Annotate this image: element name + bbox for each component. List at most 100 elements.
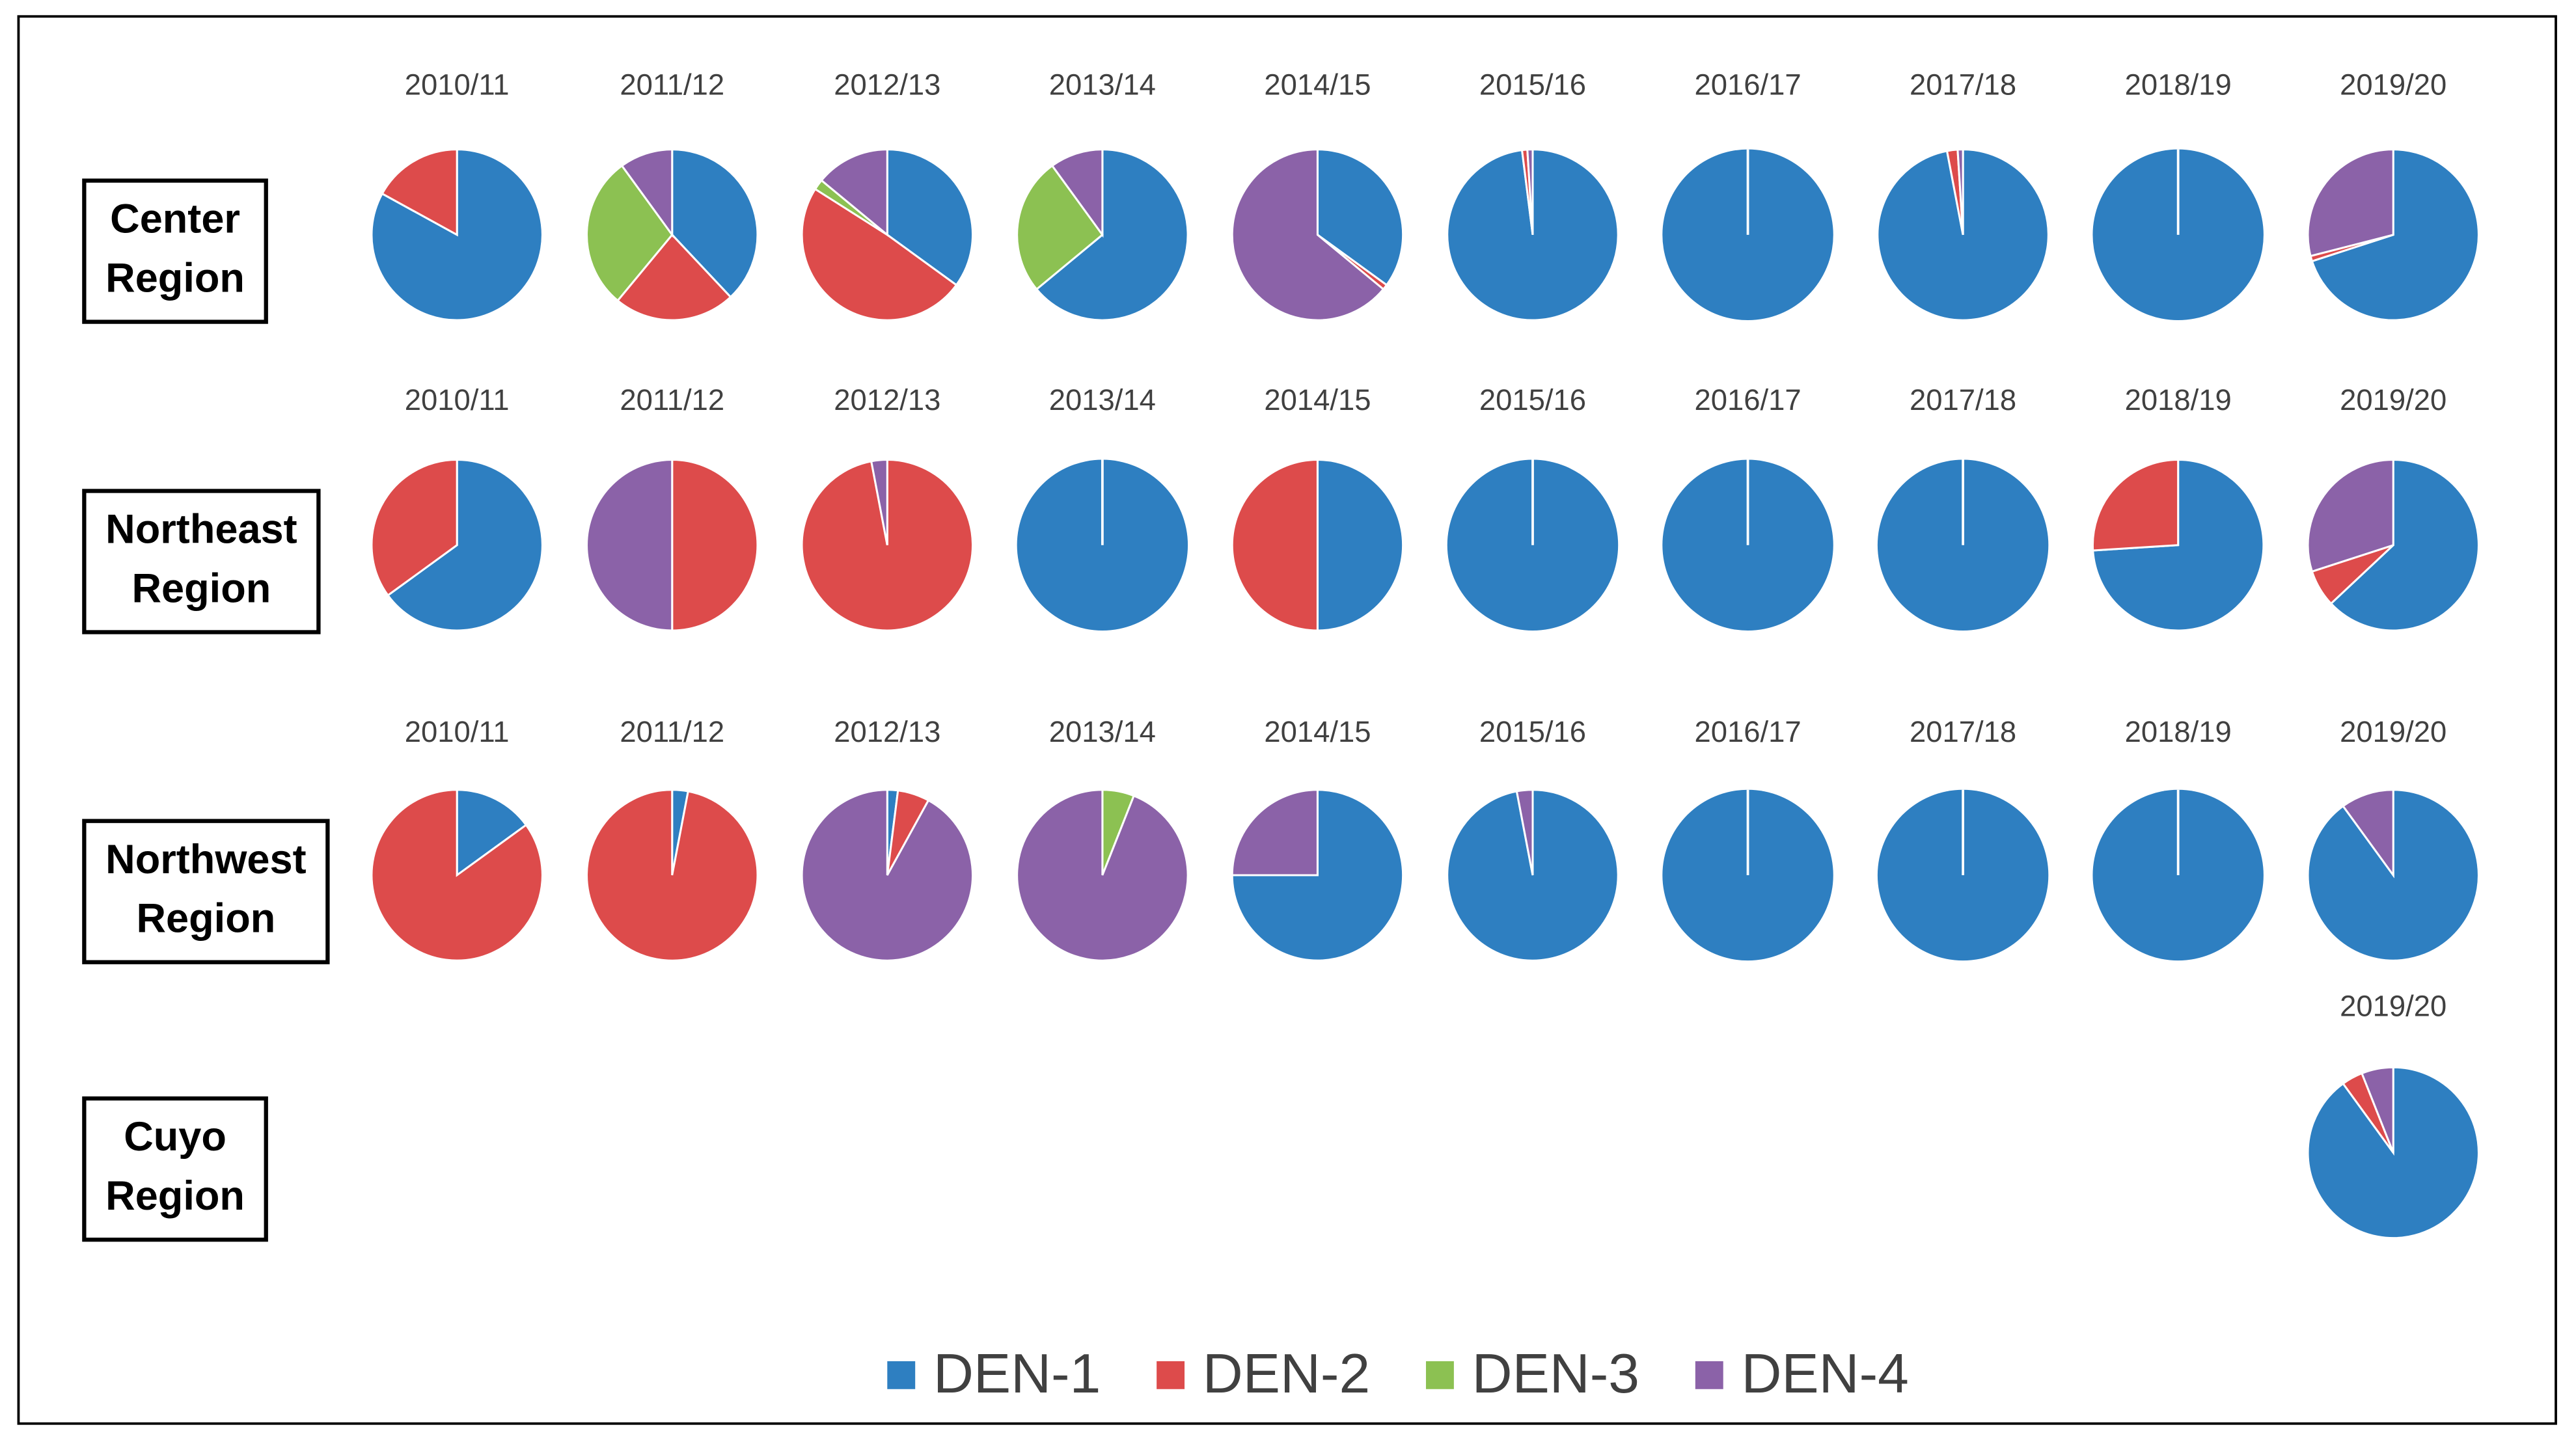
region-name: Center Region bbox=[105, 196, 245, 301]
pie-label: 2013/14 bbox=[1049, 68, 1156, 102]
legend-swatch bbox=[1695, 1361, 1723, 1389]
region-box bbox=[82, 178, 268, 324]
region-name-line: Cuyo bbox=[124, 1114, 226, 1160]
pie-label: 2013/14 bbox=[1049, 715, 1156, 748]
pie-slice bbox=[2307, 148, 2394, 258]
pie-label: 2010/11 bbox=[405, 383, 510, 416]
pie-slice bbox=[456, 789, 528, 877]
pie-slice bbox=[1016, 164, 1104, 291]
pie-label: 2019/20 bbox=[2340, 383, 2446, 416]
pie-label: 2014/15 bbox=[1264, 715, 1371, 748]
legend-swatch bbox=[1425, 1361, 1454, 1389]
region-box bbox=[82, 489, 321, 634]
pie-slice bbox=[1050, 148, 1104, 238]
pie-label: 2010/11 bbox=[405, 68, 510, 102]
pie-label: 2019/20 bbox=[2340, 715, 2446, 748]
pie-label: 2014/15 bbox=[1264, 68, 1371, 102]
pie-label: 2018/19 bbox=[2125, 715, 2232, 748]
pie-label: 2016/17 bbox=[1694, 715, 1801, 748]
pie-label: 2011/12 bbox=[620, 383, 724, 416]
region-name-line: Region bbox=[131, 565, 271, 611]
pie-slice bbox=[1316, 459, 1404, 632]
region-name-line: Region bbox=[136, 895, 275, 941]
region-box bbox=[82, 819, 330, 964]
legend-label: DEN-2 bbox=[1203, 1342, 1370, 1405]
pie-slice bbox=[1231, 459, 1319, 632]
pie-label: 2019/20 bbox=[2340, 68, 2446, 102]
pie-label: 2017/18 bbox=[1910, 715, 2016, 748]
pie-slice bbox=[1231, 148, 1385, 321]
pie-label: 2015/16 bbox=[1479, 715, 1586, 748]
pie-label: 2015/16 bbox=[1479, 68, 1586, 102]
pie-slice bbox=[2342, 789, 2394, 878]
region-label: Northeast Region bbox=[82, 489, 321, 634]
pie-slice bbox=[671, 459, 759, 632]
pie-slice bbox=[2360, 1066, 2394, 1153]
region-name-line: Northwest bbox=[105, 836, 306, 882]
legend-label: DEN-1 bbox=[933, 1342, 1101, 1405]
region-name-line: Northeast bbox=[105, 506, 297, 552]
pie-slice bbox=[616, 233, 732, 321]
pie-slice bbox=[820, 148, 888, 238]
pie-slice bbox=[381, 148, 458, 237]
region-name: Northwest Region bbox=[105, 836, 306, 941]
region-box bbox=[82, 1096, 268, 1242]
pie-label: 2011/12 bbox=[620, 715, 724, 748]
pie-slice bbox=[671, 148, 759, 299]
pie-slice bbox=[1035, 148, 1189, 321]
pie-slice bbox=[2310, 148, 2480, 321]
pie-slice bbox=[2329, 459, 2480, 632]
pie-label: 2012/13 bbox=[834, 68, 940, 102]
pie-slice bbox=[1231, 789, 1404, 962]
pie-label: 2015/16 bbox=[1479, 383, 1586, 416]
region-name-line: Center bbox=[110, 196, 240, 241]
pie-slice bbox=[2307, 1066, 2480, 1240]
pie-slice bbox=[1316, 148, 1404, 287]
region-name: Northeast Region bbox=[105, 506, 297, 611]
pie-label: 2014/15 bbox=[1264, 383, 1371, 416]
pie-slice bbox=[586, 459, 674, 632]
pie-label: 2018/19 bbox=[2125, 68, 2232, 102]
legend-swatch bbox=[887, 1361, 916, 1389]
pie-label: 2010/11 bbox=[405, 715, 510, 748]
pie-label: 2016/17 bbox=[1694, 68, 1801, 102]
pie-label: 2018/19 bbox=[2125, 383, 2232, 416]
pie-slice bbox=[2307, 789, 2480, 962]
pie-label: 2013/14 bbox=[1049, 383, 1156, 416]
pie-slice bbox=[2307, 459, 2394, 573]
pie-slice bbox=[870, 459, 888, 546]
pie-slice bbox=[1016, 789, 1189, 962]
region-name: Cuyo Region bbox=[105, 1114, 245, 1219]
pie-slice bbox=[1956, 148, 1964, 235]
pie-slice bbox=[370, 789, 543, 962]
region-name-line: Region bbox=[105, 1173, 245, 1219]
legend-label: DEN-4 bbox=[1741, 1342, 1908, 1405]
pie-label: 2017/18 bbox=[1910, 68, 2016, 102]
pie-label: 2017/18 bbox=[1910, 383, 2016, 416]
pie-slice bbox=[1231, 789, 1319, 876]
region-label: Center Region bbox=[82, 178, 268, 324]
pie-slice bbox=[620, 148, 674, 238]
pie-label: 2012/13 bbox=[834, 383, 940, 416]
legend-label: DEN-3 bbox=[1472, 1342, 1639, 1405]
pie-slice bbox=[386, 459, 543, 632]
pie-slice bbox=[1515, 789, 1534, 876]
region-label: Cuyo Region bbox=[82, 1096, 268, 1242]
pie-slice bbox=[886, 148, 974, 287]
pie-slice bbox=[370, 459, 458, 597]
region-name-line: Region bbox=[105, 255, 245, 301]
pie-slice bbox=[586, 164, 674, 303]
pie-slice bbox=[801, 187, 958, 321]
region-label: Northwest Region bbox=[82, 819, 330, 964]
pie-slice bbox=[1526, 148, 1534, 235]
pie-slice bbox=[2091, 459, 2180, 552]
legend-swatch bbox=[1157, 1361, 1185, 1389]
pie-label: 2019/20 bbox=[2340, 989, 2446, 1022]
pie-label: 2012/13 bbox=[834, 715, 940, 748]
pie-slice bbox=[370, 148, 543, 321]
pie-slice bbox=[586, 789, 759, 962]
pie-slice bbox=[801, 789, 974, 962]
pie-label: 2011/12 bbox=[620, 68, 724, 102]
